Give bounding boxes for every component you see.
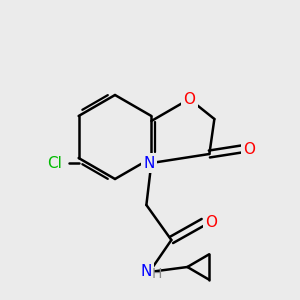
Text: O: O [206,214,218,230]
Text: H: H [151,267,162,281]
Text: O: O [243,142,255,157]
Text: N: N [141,265,152,280]
Text: N: N [144,155,155,170]
Text: Cl: Cl [47,155,62,170]
Text: O: O [183,92,195,106]
